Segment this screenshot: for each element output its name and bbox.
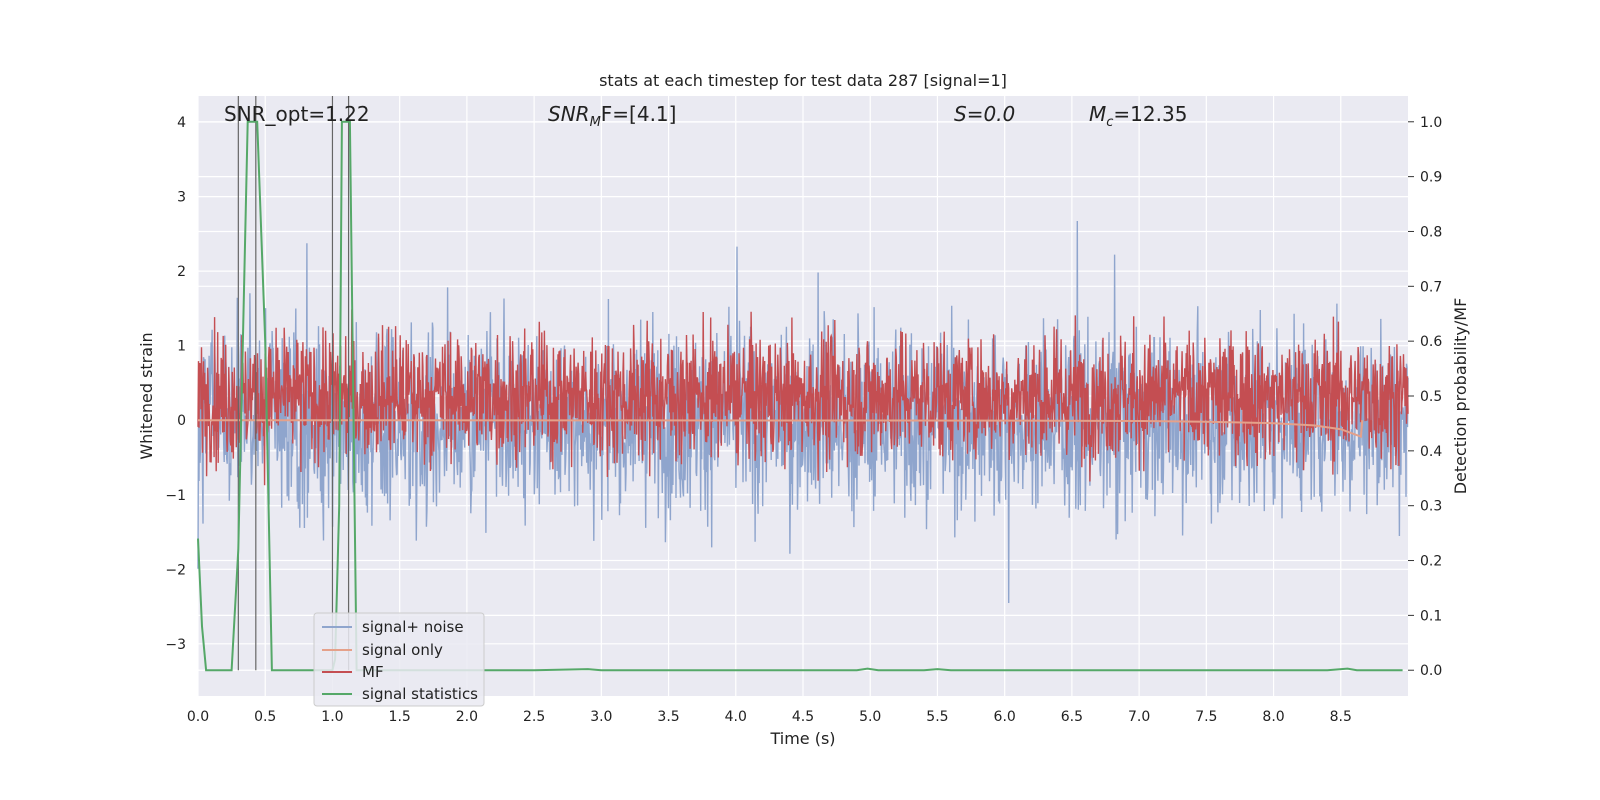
y-left-tick-label: 3: [177, 190, 186, 206]
y-right-tick-label: 1.0: [1420, 115, 1442, 131]
x-tick-label: 1.0: [321, 709, 343, 725]
y-right-tick-label: 0.7: [1420, 279, 1442, 295]
y-right-tick-label: 0.0: [1420, 663, 1442, 679]
y-left-tick-label: 1: [177, 339, 186, 355]
legend-label-signal-statistics: signal statistics: [362, 685, 478, 703]
y-axis-label-left: Whitened strain: [137, 332, 156, 459]
mc-rest: =12.35: [1113, 102, 1187, 126]
tick-labels: 0.0 0.5 1.0 1.5 2.0 2.5 3.0 3.5 4.0 4.5 5.0 5.5 6.0 6…: [165, 115, 1442, 725]
legend-label-signal-only: signal only: [362, 641, 443, 659]
y-right-tick-label: 0.2: [1420, 554, 1442, 570]
y-right-tick-label: 0.1: [1420, 608, 1442, 624]
chart-title: stats at each timestep for test data 287…: [599, 71, 1007, 90]
signal-statistics-line: [197, 120, 1403, 672]
y-left-tick-label: −2: [165, 562, 186, 578]
y-right-tick-label: 0.3: [1420, 499, 1442, 515]
snr-mf-rest: F=[4.1]: [601, 102, 677, 126]
legend-label-signal-noise: signal+ noise: [362, 618, 464, 636]
x-tick-label: 8.5: [1330, 709, 1352, 725]
y-axis-label-right: Detection probability/MF: [1451, 298, 1470, 495]
x-tick-label: 2.0: [456, 709, 478, 725]
legend-box: [313, 612, 485, 707]
mc-main: M: [1089, 102, 1106, 126]
x-tick-label: 4.5: [792, 709, 814, 725]
y-right-tick-label: 0.5: [1420, 389, 1442, 405]
x-tick-label: 0.0: [187, 709, 209, 725]
y-left-tick-label: −3: [165, 637, 186, 653]
x-tick-label: 5.0: [859, 709, 881, 725]
x-tick-label: 0.5: [254, 709, 276, 725]
y-right-tick-label: 0.8: [1420, 224, 1442, 240]
snr-mf-subscript: M: [590, 115, 601, 130]
x-tick-label: 6.5: [1061, 709, 1083, 725]
x-tick-label: 4.0: [725, 709, 747, 725]
y-right-tick-label: 0.6: [1420, 334, 1442, 350]
x-tick-label: 3.5: [657, 709, 679, 725]
series-layer: [197, 96, 1409, 672]
y-left-tick-label: 2: [177, 264, 186, 280]
x-tick-label: 8.0: [1262, 709, 1284, 725]
snr-mf-annotation: SNRMF=[4.1]: [548, 102, 676, 130]
s-annotation: S=0.0: [954, 102, 1015, 126]
y-right-tick-label: 0.9: [1420, 170, 1442, 186]
x-tick-label: 1.5: [389, 709, 411, 725]
signal-only-line: [197, 419, 1364, 438]
x-tick-label: 6.0: [994, 709, 1016, 725]
x-tick-label: 3.0: [590, 709, 612, 725]
x-tick-label: 5.5: [926, 709, 948, 725]
x-tick-label: 2.5: [523, 709, 545, 725]
x-tick-label: 7.0: [1128, 709, 1150, 725]
snr-opt-annotation: SNR_opt=1.22: [224, 102, 370, 126]
x-tick-label: 7.5: [1195, 709, 1217, 725]
mc-annotation: Mc=12.35: [1089, 102, 1187, 130]
mf-line: [197, 309, 1409, 486]
y-left-tick-label: −1: [165, 488, 186, 504]
annotations: SNR_opt=1.22 SNRMF=[4.1] S=0.0 Mc=12.35: [224, 102, 1187, 130]
mc-subscript: c: [1106, 115, 1113, 130]
snr-mf-main: SNR: [548, 102, 590, 126]
legend: signal+ noise signal only MF signal stat…: [313, 612, 485, 707]
y-right-tick-label: 0.4: [1420, 444, 1442, 460]
legend-label-mf: MF: [362, 663, 384, 681]
x-axis-label: Time (s): [769, 729, 835, 748]
y-left-tick-label: 0: [177, 413, 186, 429]
y-left-tick-label: 4: [177, 115, 186, 131]
